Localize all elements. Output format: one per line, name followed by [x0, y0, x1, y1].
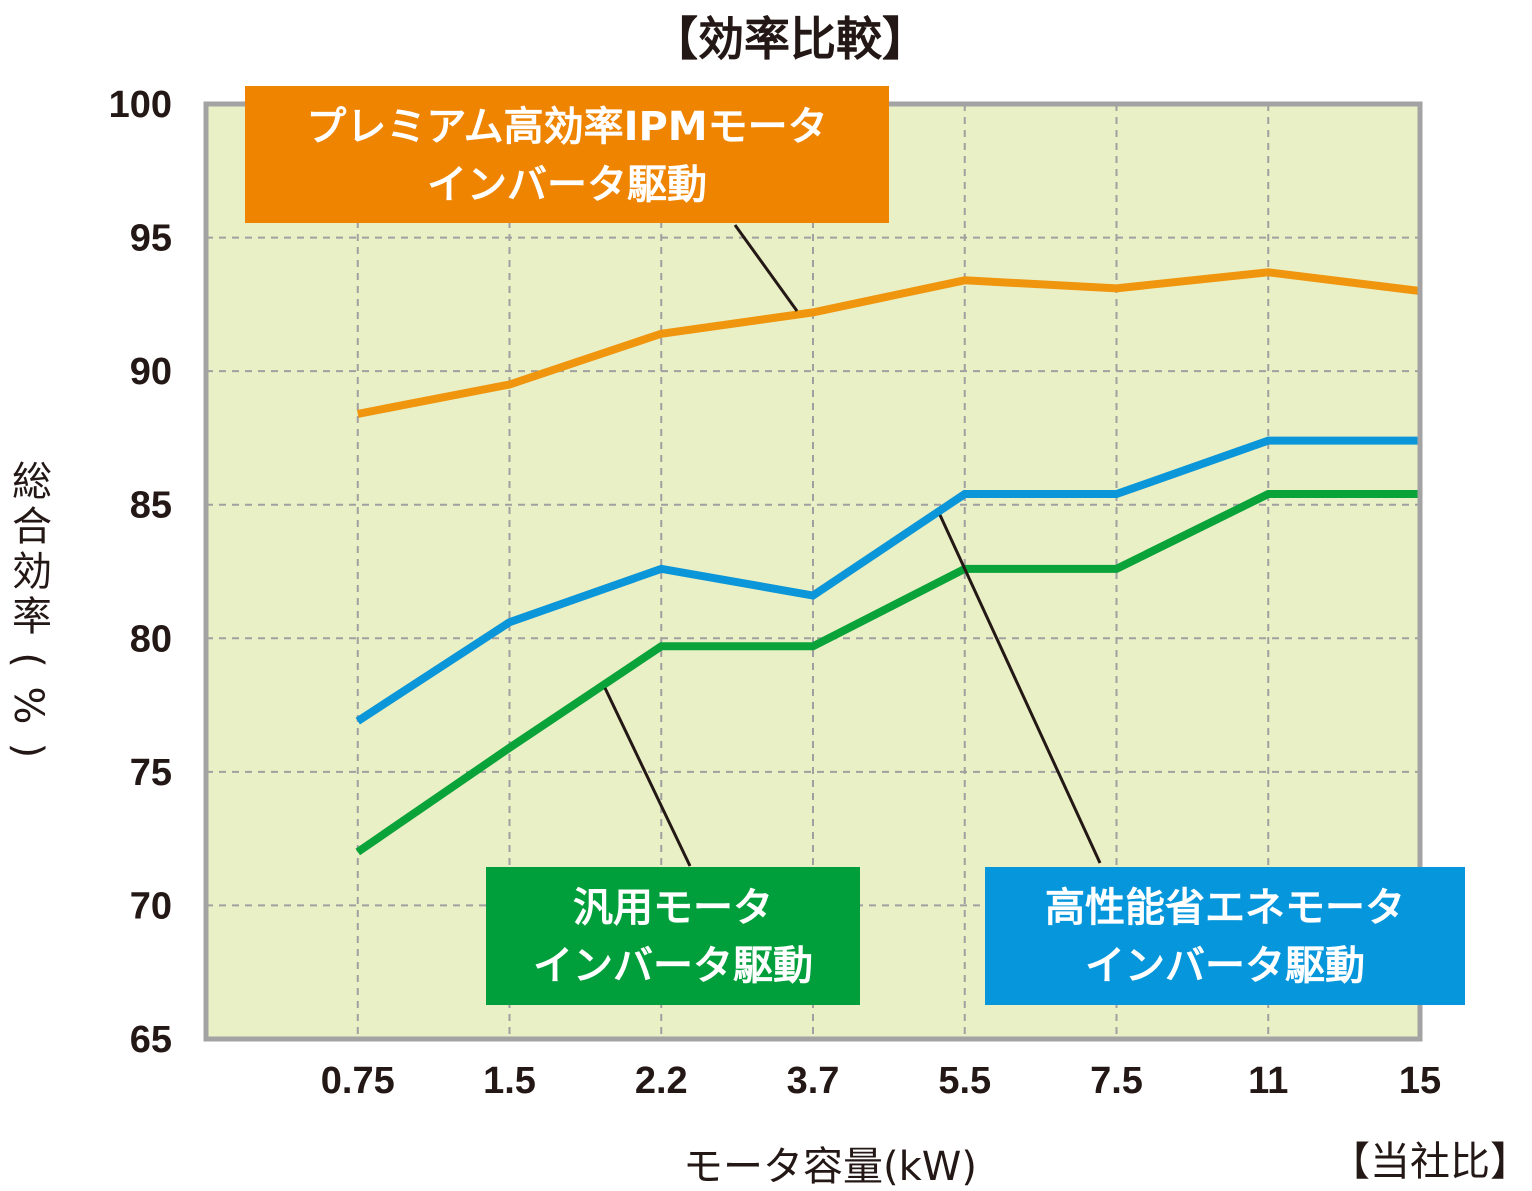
x-tick-label: 7.5: [1090, 1060, 1143, 1102]
series-label-box: [245, 86, 889, 223]
y-tick-label: 90: [130, 351, 172, 393]
y-tick-label: 95: [130, 218, 172, 260]
chart-title: 【効率比較】: [652, 12, 928, 66]
series-label-text: 高性能省エネモータ: [1045, 885, 1405, 931]
leader-line: [733, 224, 799, 312]
x-tick-label: 11: [1248, 1060, 1288, 1102]
series-label-text: インバータ駆動: [533, 943, 813, 989]
y-tick-label: 70: [130, 885, 172, 927]
x-tick-label: 1.5: [483, 1060, 536, 1102]
source-note: 【当社比】: [1330, 1139, 1530, 1185]
y-tick-label: 85: [130, 485, 172, 527]
series-label-box: [985, 867, 1465, 1005]
x-tick-label: 15: [1399, 1060, 1441, 1102]
leader-line: [603, 687, 692, 867]
y-axis-label: 総合効率(%): [5, 460, 51, 758]
x-tick-label: 0.75: [321, 1060, 395, 1102]
x-tick-label: 5.5: [938, 1060, 991, 1102]
series-label-box: [486, 867, 860, 1005]
y-tick-label: 100: [109, 84, 172, 126]
series-label-text: 汎用モータ: [573, 885, 773, 931]
leader-line: [938, 514, 1102, 864]
y-tick-label: 80: [130, 618, 172, 660]
x-tick-label: 3.7: [787, 1060, 840, 1102]
series-label-text: インバータ駆動: [427, 162, 707, 208]
y-tick-label: 65: [130, 1019, 172, 1061]
series-line-0: [356, 268, 1421, 418]
y-tick-label: 75: [130, 752, 172, 794]
series-label-text: インバータ駆動: [1085, 943, 1365, 989]
series-line-2: [355, 490, 1420, 856]
series-label-text: プレミアム高効率IPMモータ: [306, 104, 827, 150]
x-axis-label: モータ容量(kW): [683, 1144, 977, 1190]
x-tick-label: 2.2: [635, 1060, 688, 1102]
series-line-1: [355, 436, 1420, 725]
